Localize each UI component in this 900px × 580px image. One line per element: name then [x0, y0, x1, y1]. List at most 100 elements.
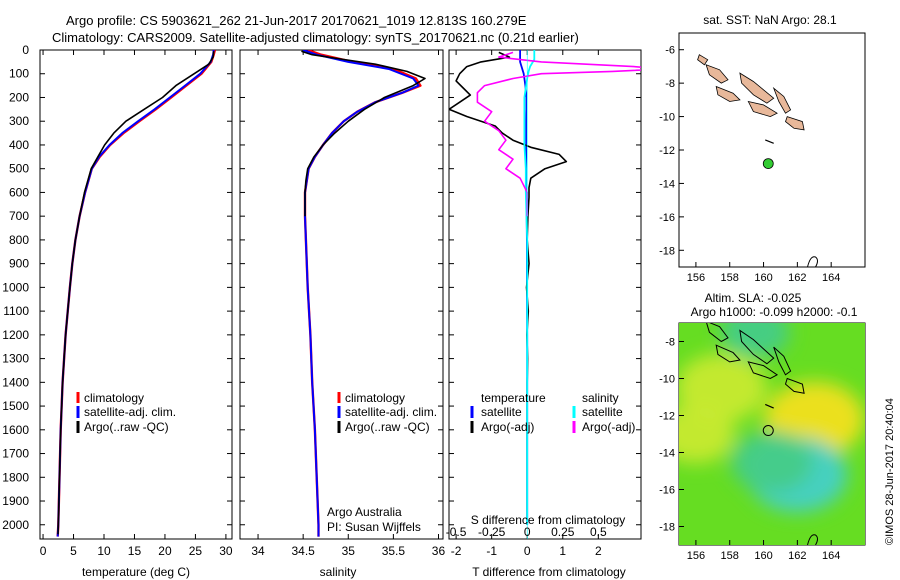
s-difference-axis-label: S difference from climatology: [471, 513, 626, 527]
lon-tick-label: 160: [754, 272, 772, 284]
s-difference-tick-label: -0.25: [478, 525, 506, 539]
temperature-plot: 0 5 10 15 20 25 30: [40, 49, 233, 558]
salinity-axis-label: salinity: [320, 565, 357, 579]
legend-t-satellite-label: satellite: [481, 405, 522, 419]
x-tick-label: -2: [451, 544, 462, 558]
s-difference-tick-label: 0: [524, 525, 531, 539]
salinity-legend: climatology satellite-adj. clim. Argo(..…: [327, 391, 437, 534]
lon-tick-label: 164: [822, 550, 840, 562]
difference-plot-frame: [448, 49, 642, 540]
x-tick-label: 1: [559, 544, 566, 558]
lat-tick-label: -16: [659, 485, 675, 497]
legend-temperature-header: temperature: [481, 391, 546, 405]
x-tick-label: 36: [432, 544, 446, 558]
series-line-argo-raw-qc-: [301, 50, 426, 217]
depth-tick-label: 1200: [2, 328, 29, 342]
lon-tick-label: 162: [788, 550, 806, 562]
temperature-plot-frame: [39, 49, 233, 540]
series-line-temperature-argo-adj-: [449, 51, 568, 525]
series-line-salinity-argo-adj-: [476, 51, 641, 217]
x-tick-label: 35: [342, 544, 356, 558]
lat-tick-label: -10: [659, 112, 675, 124]
s-difference-tick-label: -0.5: [446, 525, 467, 539]
temperature-axis-label: temperature (deg C): [82, 565, 190, 579]
depth-tick-label: 1700: [2, 447, 29, 461]
depth-tick-label: 700: [9, 209, 29, 223]
argo-program-label: Argo Australia: [327, 505, 402, 519]
reef-outline: [764, 403, 774, 409]
x-tick-label: 10: [97, 544, 111, 558]
island-outline: [697, 54, 709, 66]
sla-map-title-line1: Altim. SLA: -0.025: [705, 291, 802, 305]
depth-tick-label: 400: [9, 138, 29, 152]
legend-s-argo-label: Argo(-adj): [582, 420, 635, 434]
legend-argo-label: Argo(..raw -QC): [345, 420, 430, 434]
sla-high-anomaly: [679, 353, 767, 422]
lat-tick-label: -12: [659, 411, 675, 423]
island-outline: [784, 377, 805, 394]
t-difference-axis-label: T difference from climatology: [472, 565, 626, 579]
depth-tick-label: 1800: [2, 470, 29, 484]
depth-tick-label: 1100: [3, 304, 29, 318]
lat-tick-label: -6: [665, 45, 675, 57]
lon-tick-label: 156: [687, 550, 705, 562]
x-tick-label: 30: [219, 544, 233, 558]
legend-satellite-label: satellite-adj. clim.: [84, 405, 176, 419]
series-line-satellite-adj-clim-: [56, 50, 215, 537]
x-tick-label: 5: [70, 544, 77, 558]
x-tick-label: 35.5: [382, 544, 406, 558]
island-outline: [739, 72, 775, 104]
lon-tick-label: 160: [754, 550, 772, 562]
x-tick-label: 25: [189, 544, 203, 558]
new-caledonia-coast: [807, 534, 819, 545]
lon-tick-label: 158: [721, 550, 739, 562]
x-tick-label: 0: [40, 544, 47, 558]
island-outline: [715, 344, 741, 363]
s-difference-tick-label: 0.25: [551, 525, 575, 539]
sst-map: 156 158 160 162 164 -6 -8 -10 -12 -14 -16 -18: [659, 45, 840, 284]
series-line-argo-raw-qc-: [57, 51, 215, 535]
depth-tick-label: 100: [9, 67, 29, 81]
depth-tick-label: 500: [9, 162, 29, 176]
argo-float-marker: [762, 425, 774, 437]
lat-tick-label: -8: [665, 337, 675, 349]
x-tick-label: -1: [486, 544, 497, 558]
legend-argo-label: Argo(..raw -QC): [84, 420, 169, 434]
difference-plot: -2 -1 0 1 2 -0.5 -0.25 0 0.25 0.5: [446, 49, 641, 558]
new-caledonia-coast: [807, 256, 819, 267]
lat-tick-label: -18: [659, 522, 675, 534]
legend-s-satellite-label: satellite: [582, 405, 623, 419]
depth-tick-label: 1900: [2, 494, 29, 508]
principal-investigator-label: PI: Susan Wijffels: [327, 520, 421, 534]
argo-float-marker: [762, 158, 774, 169]
depth-tick-label: 0: [22, 43, 29, 57]
x-tick-label: 34: [251, 544, 265, 558]
lat-tick-label: -14: [659, 448, 675, 460]
imos-credit: ©IMOS 28-Jun-2017 20:40:04: [884, 398, 896, 545]
island-outline: [773, 346, 792, 376]
reef-outline: [765, 139, 774, 144]
depth-tick-label: 600: [9, 185, 29, 199]
lat-tick-label: -14: [659, 178, 675, 190]
lat-tick-label: -10: [659, 374, 675, 386]
depth-tick-label: 1000: [2, 280, 29, 294]
island-outline: [739, 329, 775, 365]
x-tick-label: 0: [524, 544, 531, 558]
island-outline: [706, 323, 729, 343]
series-line-climatology: [303, 50, 422, 537]
depth-tick-label: 200: [9, 90, 29, 104]
island-outline: [785, 116, 805, 131]
figure-title-line2: Climatology: CARS2009. Satellite-adjuste…: [52, 30, 579, 45]
sla-low-anomaly: [730, 430, 814, 493]
lat-tick-label: -8: [665, 78, 675, 90]
depth-tick-label: 1300: [2, 352, 29, 366]
lon-tick-label: 158: [721, 272, 739, 284]
sla-map: 156 158 160 162 164 -8 -10 -12 -14 -16 -18: [659, 323, 865, 562]
temperature-legend: climatology satellite-adj. clim. Argo(..…: [76, 391, 176, 434]
legend-climatology-label: climatology: [84, 391, 144, 405]
island-outline: [705, 64, 729, 84]
depth-tick-label: 1500: [2, 399, 29, 413]
lat-tick-label: -18: [659, 245, 675, 257]
lat-tick-label: -16: [659, 212, 675, 224]
